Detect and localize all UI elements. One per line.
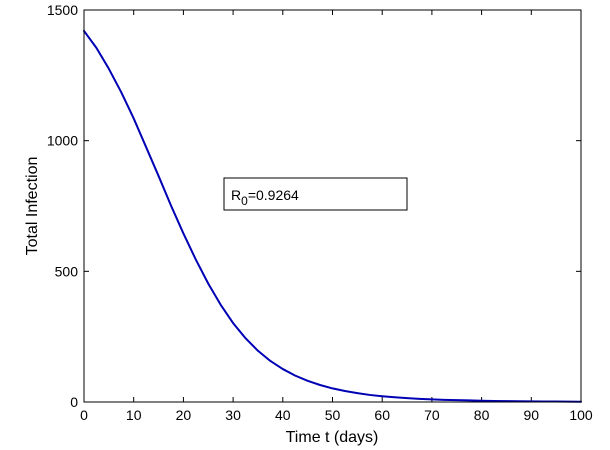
y-tick-label: 0 (70, 394, 78, 410)
y-tick-label: 1000 (47, 133, 78, 149)
annotation-box: R0=0.9264 (223, 177, 408, 211)
x-tick-label: 90 (524, 407, 540, 423)
annotation-subscript: 0 (241, 194, 248, 208)
plot-frame (83, 9, 582, 403)
y-tick-label: 500 (55, 263, 79, 279)
x-axis-label: Time t (days) (286, 429, 379, 446)
annotation-value: =0.9264 (248, 187, 299, 203)
annotation-base: R (231, 187, 241, 203)
x-tick-label: 70 (424, 407, 440, 423)
x-tick-label: 40 (275, 407, 291, 423)
series-line (83, 29, 582, 403)
x-tick-label: 20 (176, 407, 192, 423)
x-tick-label: 0 (80, 407, 88, 423)
x-tick-label: 30 (225, 407, 241, 423)
x-tick-label: 10 (126, 407, 142, 423)
annotation-text: R0=0.9264 (231, 187, 299, 208)
x-tick-label: 80 (474, 407, 490, 423)
x-tick-label: 60 (374, 407, 390, 423)
y-tick-label: 1500 (47, 2, 78, 18)
x-tick-label: 50 (325, 407, 341, 423)
x-tick-label: 100 (569, 407, 593, 423)
annotation-border (223, 177, 408, 211)
y-axis-label: Total Infection (24, 157, 41, 256)
